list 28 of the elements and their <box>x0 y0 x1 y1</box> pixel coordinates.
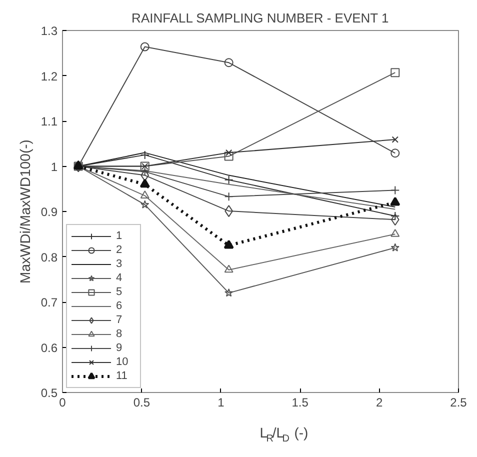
y-tick-label: 0.8 <box>40 250 58 264</box>
x-tick-label: 0 <box>59 396 66 410</box>
y-tick-label: 0.7 <box>40 296 58 310</box>
legend-label: 7 <box>116 313 124 327</box>
legend-label: 2 <box>116 243 124 257</box>
x-tick-label: 0.5 <box>133 396 150 410</box>
y-tick-label: 1.1 <box>40 114 58 128</box>
y-tick-label: 0.5 <box>40 386 58 400</box>
legend-label: 11 <box>116 369 128 383</box>
legend-label: 6 <box>116 299 124 313</box>
legend-label: 5 <box>116 285 124 299</box>
x-tick-label: 1 <box>218 396 225 410</box>
chart-title: RAINFALL SAMPLING NUMBER - EVENT 1 <box>132 10 389 26</box>
legend-label: 8 <box>116 327 124 341</box>
y-axis-title: MaxWDi/MaxWD100(-) <box>16 140 33 284</box>
x-tick-label: 1.5 <box>292 396 309 410</box>
x-tick-label: 2.5 <box>450 396 468 410</box>
y-tick-label: 1.3 <box>40 24 58 38</box>
y-tick-label: 0.6 <box>40 340 58 355</box>
legend-label: 1 <box>116 229 124 243</box>
legend-label: 9 <box>116 341 124 355</box>
y-tick-label: 1.2 <box>40 69 58 84</box>
x-tick-label: 2 <box>376 396 383 410</box>
y-tick-label: 0.9 <box>40 205 58 219</box>
legend-label: 10 <box>116 355 130 369</box>
y-tick-label: 1 <box>50 160 58 174</box>
legend-label: 3 <box>116 257 124 271</box>
legend-label: 4 <box>116 271 124 285</box>
